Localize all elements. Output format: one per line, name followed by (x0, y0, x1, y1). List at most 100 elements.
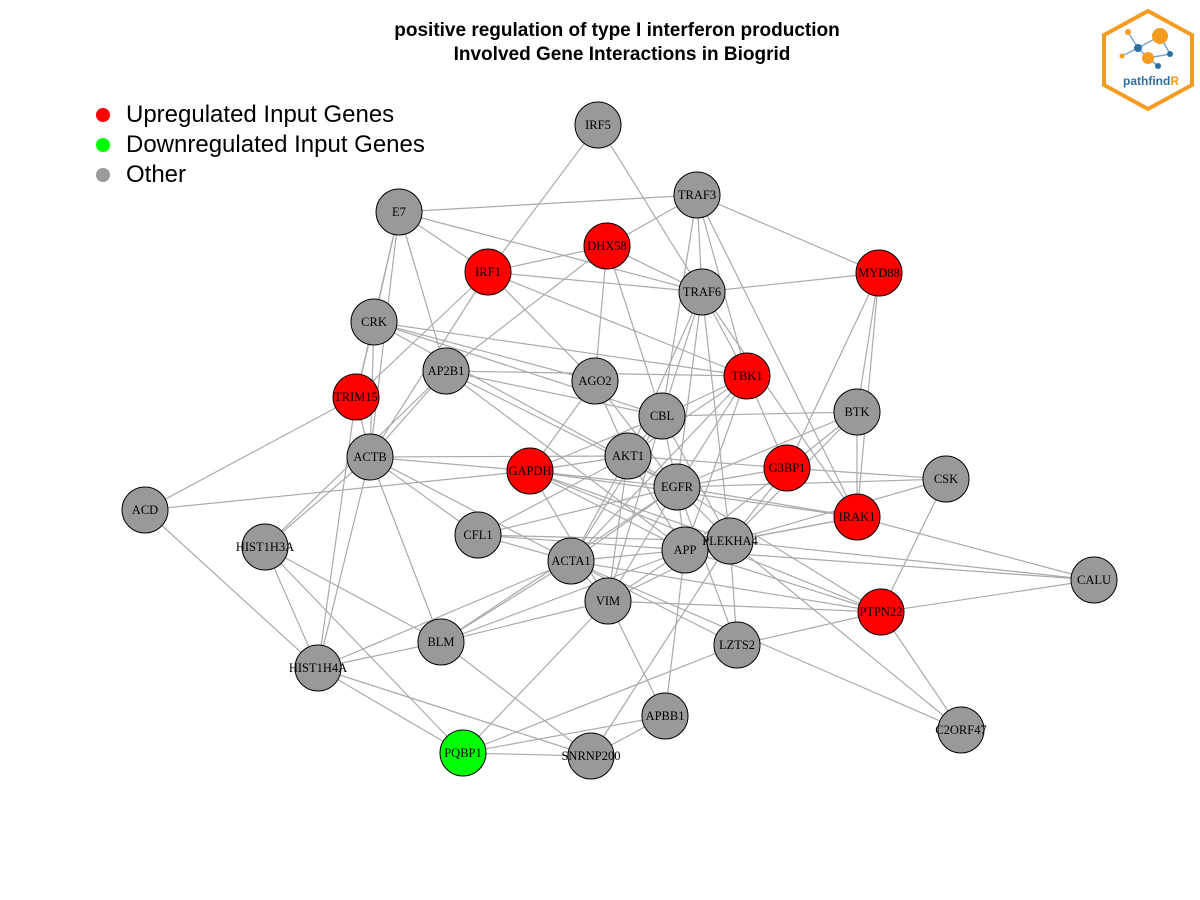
edge-dhx58-ap2b1 (445, 245, 608, 372)
node-circle-ago2 (571, 357, 619, 405)
edge-e7-ap2b1 (398, 211, 447, 372)
edge-egfr-cfl1 (477, 486, 678, 536)
node-label-e7: E7 (392, 205, 406, 219)
node-app: APP (661, 526, 709, 574)
node-circle-crk (350, 298, 398, 346)
node-snrnp200: SNRNP200 (561, 732, 621, 780)
edge-egfr-lzts2 (676, 486, 738, 646)
node-label-lzts2: LZTS2 (719, 638, 755, 652)
node-circle-plekha4 (706, 517, 754, 565)
node-circle-vim (584, 577, 632, 625)
edge-actb-blm (369, 456, 442, 643)
logo-text-main: pathfind (1123, 74, 1170, 88)
edge-actb-akt1 (369, 455, 629, 458)
edge-hist1h3a-pqbp1 (264, 546, 464, 754)
edge-plekha4-calu (729, 540, 1095, 581)
edge-plekha4-c2orf47 (729, 540, 962, 731)
edge-ap2b1-app (445, 370, 686, 551)
node-label-trim15: TRIM15 (334, 390, 378, 404)
edge-traf6-irak1 (701, 291, 858, 518)
logo-text: pathfindR (1123, 74, 1179, 88)
node-label-traf3: TRAF3 (678, 188, 716, 202)
node-actb: ACTB (346, 433, 394, 481)
edge-actb-acta1 (369, 456, 572, 562)
pathfindr-logo: pathfindR (1102, 8, 1194, 112)
edge-myd88-g3bp1 (786, 272, 880, 469)
edge-traf3-myd88 (696, 194, 880, 274)
node-layer: IRF5 TRAF3 E7 DHX58 IRF1 TRAF6 MYD88 CRK AP2B1 AG… (121, 101, 1118, 780)
node-irf1: IRF1 (464, 248, 512, 296)
node-circle-traf3 (673, 171, 721, 219)
node-label-cbl: CBL (650, 409, 674, 423)
edge-hist1h4a-pqbp1 (317, 667, 464, 754)
node-circle-e7 (375, 188, 423, 236)
edge-acta1-c2orf47 (570, 560, 962, 731)
node-lzts2: LZTS2 (713, 621, 761, 669)
edge-cbl-vim (607, 415, 663, 602)
edge-blm-snrnp200 (440, 641, 592, 757)
node-btk: BTK (833, 388, 881, 436)
node-circle-c2orf47 (937, 706, 985, 754)
edge-trim15-hist1h4a (317, 396, 357, 669)
edge-ptpn22-c2orf47 (880, 611, 962, 731)
node-ptpn22: PTPN22 (857, 588, 905, 636)
node-label-hist1h3a: HIST1H3A (236, 540, 294, 554)
node-circle-irf5 (574, 101, 622, 149)
node-irf5: IRF5 (574, 101, 622, 149)
node-c2orf47: C2ORF47 (935, 706, 987, 754)
node-label-blm: BLM (427, 635, 454, 649)
node-label-myd88: MYD88 (858, 266, 900, 280)
node-circle-ptpn22 (857, 588, 905, 636)
edge-irak1-calu (856, 516, 1095, 581)
node-gapdh: GAPDH (506, 447, 554, 495)
node-circle-tbk1 (723, 352, 771, 400)
node-circle-acd (121, 486, 169, 534)
edge-gapdh-vim (529, 470, 609, 602)
edge-irf1-traf6 (487, 271, 703, 293)
legend: Upregulated Input Genes Downregulated In… (96, 100, 425, 190)
node-circle-snrnp200 (567, 732, 615, 780)
edge-acd-hist1h4a (144, 509, 319, 669)
node-label-plekha4: PLEKHA4 (702, 534, 758, 548)
edge-lzts2-pqbp1 (462, 644, 738, 754)
edge-acta1-blm (440, 560, 572, 643)
node-label-egfr: EGFR (661, 480, 694, 494)
edge-egfr-irak1 (676, 486, 858, 518)
node-circle-g3bp1 (763, 444, 811, 492)
node-label-irf1: IRF1 (475, 265, 501, 279)
edge-gapdh-egfr (529, 470, 678, 488)
node-acta1: ACTA1 (547, 537, 595, 585)
node-circle-myd88 (855, 249, 903, 297)
node-circle-hist1h4a (294, 644, 342, 692)
node-label-crk: CRK (361, 315, 387, 329)
edge-tbk1-acta1 (570, 375, 748, 562)
edge-btk-egfr (676, 411, 858, 488)
edge-crk-tbk1 (373, 321, 748, 377)
node-vim: VIM (584, 577, 632, 625)
edge-hist1h3a-blm (264, 546, 442, 643)
edge-actb-hist1h4a (317, 456, 371, 669)
node-egfr: EGFR (653, 463, 701, 511)
edge-vim-ptpn22 (607, 600, 882, 613)
node-circle-apbb1 (641, 692, 689, 740)
node-circle-akt1 (604, 432, 652, 480)
node-circle-btk (833, 388, 881, 436)
edge-irf5-traf6 (597, 124, 703, 293)
node-trim15: TRIM15 (332, 373, 380, 421)
node-csk: CSK (922, 455, 970, 503)
node-myd88: MYD88 (855, 249, 903, 297)
edge-actb-gapdh (369, 456, 531, 472)
node-label-c2orf47: C2ORF47 (935, 723, 986, 737)
edge-app-ptpn22 (684, 549, 882, 613)
node-label-gapdh: GAPDH (508, 464, 551, 478)
legend-item-other: Other (96, 160, 425, 190)
node-cfl1: CFL1 (454, 511, 502, 559)
legend-label-upregulated: Upregulated Input Genes (126, 101, 395, 128)
node-label-akt1: AKT1 (612, 449, 644, 463)
edge-calu-ptpn22 (880, 579, 1095, 613)
edge-hist1h4a-snrnp200 (317, 667, 592, 757)
edge-csk-ptpn22 (880, 478, 947, 613)
edge-egfr-ptpn22 (676, 486, 882, 613)
node-label-ptpn22: PTPN22 (859, 605, 902, 619)
edge-cbl-gapdh (529, 415, 663, 472)
